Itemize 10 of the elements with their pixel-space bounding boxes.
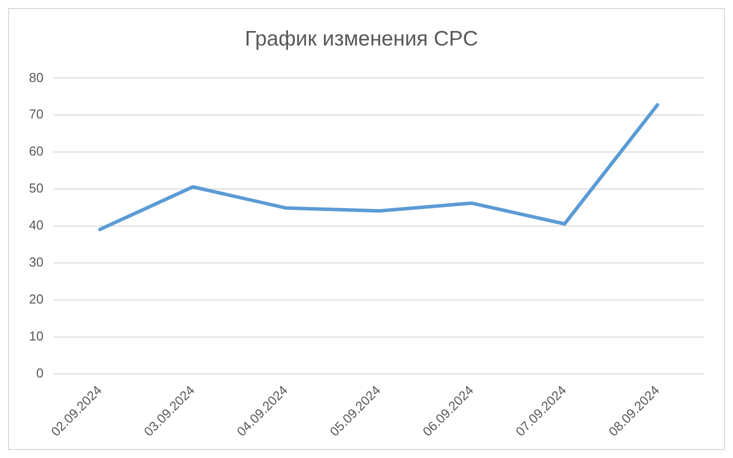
y-tick-label: 70 [28, 106, 44, 122]
y-tick-label: 40 [28, 218, 44, 233]
y-tick-label: 30 [28, 254, 44, 270]
y-tick-label: 50 [28, 180, 44, 196]
y-tick-label: 10 [28, 328, 44, 344]
y-tick-label: 60 [28, 144, 44, 159]
chart-title: График изменения CPC [244, 27, 478, 50]
y-tick-label: 80 [28, 70, 44, 85]
y-tick-label: 0 [36, 366, 44, 381]
y-tick-label: 20 [28, 292, 44, 307]
